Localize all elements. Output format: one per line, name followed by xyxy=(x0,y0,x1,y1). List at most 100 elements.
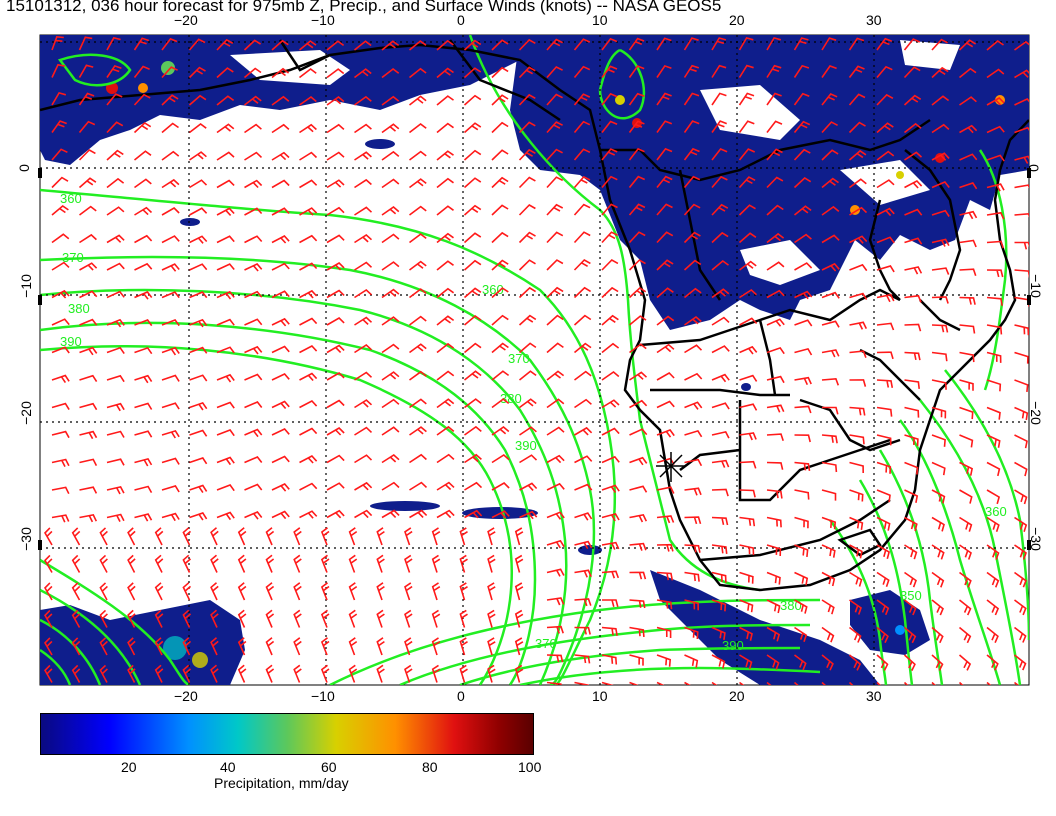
wind-barb xyxy=(903,94,922,106)
contour-labels: 360 370 380 390 360 370 380 390 360 380 … xyxy=(60,191,1007,653)
wind-barb xyxy=(326,344,345,354)
wind-barb xyxy=(354,343,373,354)
wind-barb xyxy=(711,373,730,383)
wind-barb xyxy=(546,259,564,271)
wind-barb xyxy=(265,582,275,601)
wind-barb xyxy=(244,207,263,216)
wind-barb xyxy=(684,429,703,438)
wind-barb xyxy=(628,231,646,244)
contour-label: 390 xyxy=(722,638,744,653)
wind-barb xyxy=(354,481,373,491)
wind-barb xyxy=(271,151,290,161)
wind-barb xyxy=(51,176,69,189)
wind-barb xyxy=(601,148,618,161)
wind-barb xyxy=(271,179,290,189)
wind-barb xyxy=(656,654,672,667)
wind-barb xyxy=(79,513,98,523)
wind-barb xyxy=(189,151,207,161)
wind-barb xyxy=(244,483,263,491)
wind-barb xyxy=(793,176,812,189)
wind-barb xyxy=(573,38,591,51)
wind-barb xyxy=(1014,269,1029,279)
wind-barb xyxy=(573,231,591,244)
contour-label: 370 xyxy=(62,250,84,265)
wind-barb xyxy=(903,66,921,79)
wind-barb xyxy=(106,234,125,244)
wind-barb xyxy=(876,265,895,273)
lon-tick-top: 20 xyxy=(729,12,745,28)
wind-barb xyxy=(189,374,208,382)
wind-barb xyxy=(51,514,70,523)
lon-tick-top: 10 xyxy=(592,12,608,28)
wind-barb xyxy=(134,346,153,355)
wind-barb xyxy=(821,349,840,358)
wind-barb xyxy=(518,203,536,216)
wind-barb xyxy=(711,175,728,189)
wind-barb xyxy=(546,398,565,409)
wind-barb xyxy=(161,150,180,161)
wind-barb xyxy=(711,516,729,526)
wind-barb xyxy=(766,232,785,244)
wind-barb xyxy=(766,92,782,106)
wind-barb xyxy=(876,93,894,106)
graticule xyxy=(40,35,1029,685)
wind-barb xyxy=(354,509,373,519)
wind-barb xyxy=(931,209,950,217)
contour-label: 370 xyxy=(535,636,557,651)
wind-barb xyxy=(514,527,524,546)
wind-barb xyxy=(326,372,345,381)
wind-barb xyxy=(821,599,835,615)
wind-barb xyxy=(79,486,98,494)
wind-barb xyxy=(210,664,219,683)
wind-barb xyxy=(189,512,208,521)
wind-barb xyxy=(271,483,290,492)
wind-barb xyxy=(628,315,647,326)
wind-barb xyxy=(573,65,591,79)
wind-barb xyxy=(794,347,813,356)
wind-barb xyxy=(298,40,317,51)
wind-barb xyxy=(628,286,647,299)
wind-barb xyxy=(711,571,727,583)
wind-barb xyxy=(628,37,645,51)
wind-barb xyxy=(381,95,400,106)
contour-label: 380 xyxy=(68,301,90,316)
wind-barb xyxy=(656,287,674,299)
wind-barb xyxy=(436,39,454,51)
wind-barb xyxy=(271,39,289,51)
wind-barb xyxy=(821,377,840,386)
wind-barb xyxy=(189,484,208,494)
wind-barb xyxy=(546,597,565,606)
wind-barb xyxy=(491,481,510,491)
wind-barb xyxy=(739,403,758,411)
wind-barb xyxy=(436,95,454,106)
wind-barb xyxy=(711,120,727,133)
wind-barb xyxy=(51,458,70,467)
wind-barb xyxy=(848,93,866,106)
wind-barb xyxy=(161,235,180,244)
wind-barb xyxy=(986,654,999,671)
wind-barb xyxy=(601,203,618,216)
wind-barb xyxy=(244,401,263,409)
wind-barb xyxy=(293,582,302,601)
wind-barb xyxy=(299,289,318,299)
wind-barb xyxy=(629,399,648,409)
wind-barb xyxy=(876,293,895,303)
wind-barb xyxy=(491,314,509,326)
wind-barb xyxy=(794,461,811,472)
wind-barb xyxy=(106,485,125,495)
wind-barb xyxy=(628,259,646,271)
wind-barb xyxy=(574,512,593,521)
wind-barb xyxy=(518,286,537,299)
wind-barb xyxy=(99,554,108,573)
wind-barb xyxy=(106,402,125,412)
wind-barb xyxy=(376,554,385,573)
wind-barb xyxy=(436,370,455,381)
wind-barb xyxy=(491,398,510,409)
wind-barb xyxy=(546,426,565,436)
wind-barb xyxy=(487,664,496,683)
wind-barb xyxy=(849,599,862,615)
wind-barb xyxy=(1014,599,1027,616)
wind-barb xyxy=(244,95,262,106)
wind-barb xyxy=(876,37,893,51)
wind-barb xyxy=(244,263,263,272)
